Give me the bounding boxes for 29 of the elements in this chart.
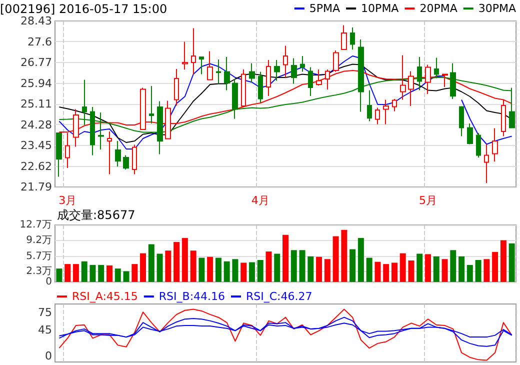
legend-label: 20PMA: [420, 2, 458, 15]
y-tick-label: 21.79: [20, 180, 52, 194]
y-tick-label: 0: [46, 276, 52, 288]
chart-title: [002196] 2016-05-17 15:00: [0, 2, 168, 16]
legend-label: RSI_A:45.15: [72, 290, 138, 303]
y-tick-label: 26.77: [20, 56, 52, 69]
legend-label: RSI_B:44.16: [158, 290, 226, 303]
x-tick-label: 4月: [251, 194, 270, 207]
y-tick-label: 22.62: [20, 160, 52, 173]
y-tick-label: 2.3万: [26, 266, 52, 278]
y-tick-label: 9.2万: [26, 235, 52, 246]
y-tick-label: 25.11: [20, 98, 52, 110]
y-tick-label: 23.45: [20, 139, 52, 152]
x-tick-label: 5月: [418, 194, 437, 207]
y-tick-label: 24.28: [20, 118, 52, 132]
chart-title: 成交量:85677: [57, 208, 136, 222]
y-tick-label: 75: [38, 306, 52, 320]
y-tick-label: 28.43: [20, 14, 52, 28]
x-tick-label: 3月: [58, 194, 77, 207]
y-tick-label: 0: [45, 350, 52, 363]
y-tick-label: 27.6: [28, 35, 52, 48]
legend-label: 10PMA: [361, 2, 400, 15]
legend-label: 5PMA: [309, 2, 341, 15]
legend-label: 30PMA: [478, 2, 516, 15]
y-tick-label: 25.94: [20, 76, 52, 90]
legend-label: RSI_C:46.27: [246, 290, 312, 303]
y-tick-label: 12.7万: [20, 220, 52, 230]
y-tick-label: 5.7万: [26, 250, 52, 262]
y-tick-label: 45: [38, 324, 52, 337]
